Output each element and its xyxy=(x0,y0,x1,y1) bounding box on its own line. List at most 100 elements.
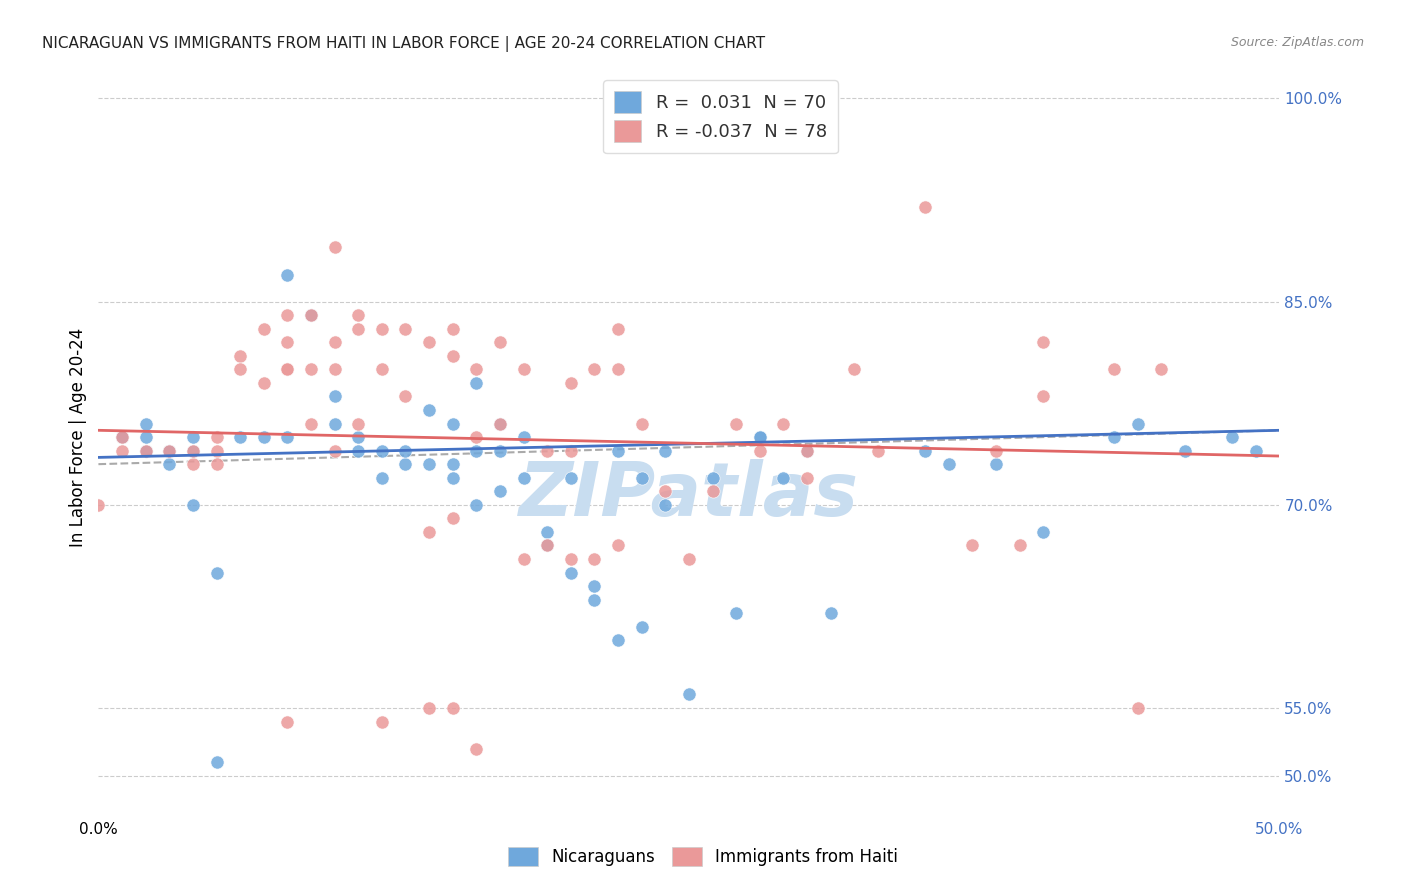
Point xyxy=(630,471,652,485)
Point xyxy=(205,755,228,769)
Point xyxy=(489,443,512,458)
Point xyxy=(394,322,416,336)
Text: 50.0%: 50.0% xyxy=(1256,822,1303,837)
Point xyxy=(253,322,276,336)
Legend: R =  0.031  N = 70, R = -0.037  N = 78: R = 0.031 N = 70, R = -0.037 N = 78 xyxy=(603,80,838,153)
Point xyxy=(371,471,394,485)
Point xyxy=(276,714,298,729)
Point xyxy=(1032,524,1054,539)
Point xyxy=(702,484,724,499)
Point xyxy=(299,308,322,322)
Point xyxy=(441,349,464,363)
Text: 0.0%: 0.0% xyxy=(79,822,118,837)
Point xyxy=(181,430,204,444)
Point xyxy=(560,552,582,566)
Point xyxy=(465,376,488,390)
Point xyxy=(820,606,842,620)
Point xyxy=(441,471,464,485)
Point xyxy=(1174,443,1197,458)
Point xyxy=(512,430,534,444)
Point xyxy=(536,538,558,552)
Text: Source: ZipAtlas.com: Source: ZipAtlas.com xyxy=(1230,36,1364,49)
Point xyxy=(205,443,228,458)
Point xyxy=(560,376,582,390)
Point xyxy=(111,430,134,444)
Point xyxy=(371,443,394,458)
Point xyxy=(772,417,794,431)
Point xyxy=(866,443,889,458)
Point xyxy=(512,552,534,566)
Point xyxy=(111,443,134,458)
Point xyxy=(157,443,180,458)
Point xyxy=(465,430,488,444)
Point xyxy=(205,430,228,444)
Point xyxy=(87,498,110,512)
Point xyxy=(441,511,464,525)
Point xyxy=(678,688,700,702)
Point xyxy=(347,308,370,322)
Point xyxy=(748,430,770,444)
Point xyxy=(536,443,558,458)
Point xyxy=(323,362,346,376)
Point xyxy=(914,443,936,458)
Point xyxy=(607,538,630,552)
Point xyxy=(157,443,180,458)
Point xyxy=(276,308,298,322)
Point xyxy=(1220,430,1243,444)
Point xyxy=(229,349,252,363)
Point xyxy=(654,484,676,499)
Point xyxy=(607,443,630,458)
Point xyxy=(654,443,676,458)
Point xyxy=(607,633,630,648)
Point xyxy=(465,498,488,512)
Point xyxy=(536,538,558,552)
Point xyxy=(583,592,606,607)
Point xyxy=(418,335,440,350)
Point xyxy=(347,322,370,336)
Point xyxy=(135,443,157,458)
Point xyxy=(418,701,440,715)
Point xyxy=(938,457,960,471)
Point xyxy=(1032,389,1054,403)
Point xyxy=(441,457,464,471)
Point xyxy=(1032,335,1054,350)
Point xyxy=(299,417,322,431)
Point xyxy=(394,443,416,458)
Point xyxy=(748,430,770,444)
Point xyxy=(181,443,204,458)
Point xyxy=(914,200,936,214)
Point xyxy=(371,322,394,336)
Point xyxy=(323,389,346,403)
Point xyxy=(560,566,582,580)
Point xyxy=(347,417,370,431)
Point xyxy=(796,443,818,458)
Point xyxy=(157,443,180,458)
Point xyxy=(157,457,180,471)
Point xyxy=(1126,701,1149,715)
Point xyxy=(276,335,298,350)
Point xyxy=(1244,443,1267,458)
Point xyxy=(299,308,322,322)
Point xyxy=(796,471,818,485)
Point xyxy=(583,362,606,376)
Point xyxy=(181,443,204,458)
Point xyxy=(394,389,416,403)
Point xyxy=(253,430,276,444)
Point xyxy=(560,443,582,458)
Point xyxy=(844,362,866,376)
Point xyxy=(276,430,298,444)
Point xyxy=(583,552,606,566)
Point xyxy=(489,484,512,499)
Point xyxy=(135,443,157,458)
Point xyxy=(181,457,204,471)
Point xyxy=(253,376,276,390)
Point xyxy=(725,417,748,431)
Point xyxy=(702,471,724,485)
Point xyxy=(984,457,1007,471)
Point xyxy=(157,443,180,458)
Point xyxy=(347,430,370,444)
Point xyxy=(465,443,488,458)
Point xyxy=(181,498,204,512)
Point xyxy=(371,714,394,729)
Y-axis label: In Labor Force | Age 20-24: In Labor Force | Age 20-24 xyxy=(69,327,87,547)
